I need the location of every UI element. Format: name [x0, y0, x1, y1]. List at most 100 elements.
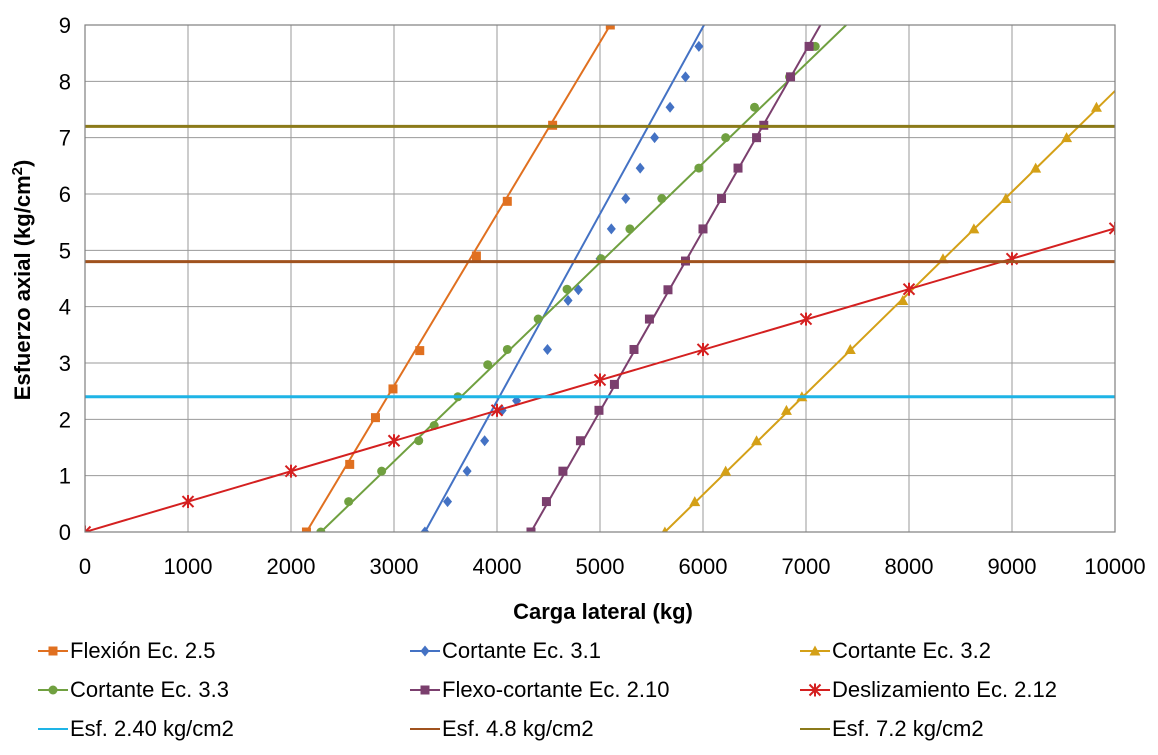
data-point	[751, 435, 763, 446]
x-tick-label: 0	[79, 554, 91, 579]
data-point	[388, 384, 398, 394]
data-point	[558, 466, 568, 476]
legend-item: Esf. 2.40 kg/cm2	[38, 716, 234, 741]
legend-item: Deslizamiento Ec. 2.12	[800, 677, 1057, 702]
x-tick-label: 7000	[782, 554, 831, 579]
y-tick-label: 6	[59, 182, 71, 207]
y-tick-label: 1	[59, 464, 71, 489]
legend-marker	[48, 685, 58, 695]
data-point	[344, 497, 354, 507]
data-point	[844, 343, 856, 354]
data-point	[1108, 221, 1115, 235]
data-point	[606, 223, 616, 235]
series-line	[530, 25, 822, 532]
x-tick-label: 3000	[370, 554, 419, 579]
y-tick-label: 2	[59, 407, 71, 432]
legend-item: Flexo-cortante Ec. 2.10	[410, 677, 669, 702]
data-point	[650, 132, 660, 144]
legend-item: Cortante Ec. 3.1	[410, 638, 601, 663]
data-point	[483, 360, 493, 370]
data-point	[562, 284, 572, 294]
legend-marker	[420, 645, 430, 657]
legend-label: Esf. 7.2 kg/cm2	[832, 716, 984, 741]
legend-label: Cortante Ec. 3.3	[70, 677, 229, 702]
series-1	[301, 25, 615, 532]
legend: Flexión Ec. 2.5 Cortante Ec. 3.1 Cortante …	[38, 638, 1057, 741]
legend-label: Esf. 4.8 kg/cm2	[442, 716, 594, 741]
x-tick-label: 9000	[988, 554, 1037, 579]
data-point	[605, 25, 615, 30]
data-point	[502, 196, 512, 206]
y-tick-label: 8	[59, 69, 71, 94]
series-line	[424, 25, 705, 532]
data-point	[968, 223, 980, 234]
data-point	[1000, 193, 1012, 204]
legend-label: Flexión Ec. 2.5	[70, 638, 216, 663]
grid	[84, 24, 1116, 533]
series-4	[316, 25, 847, 532]
data-point	[443, 496, 453, 508]
x-tick-label: 8000	[885, 554, 934, 579]
x-tick-labels: 0 1000 2000 3000 4000 5000 6000 7000 8000 9000 100…	[79, 554, 1146, 579]
data-point	[414, 436, 424, 446]
data-point	[657, 194, 667, 204]
y-axis-title-end: )	[10, 160, 35, 167]
data-point	[415, 346, 425, 356]
data-point	[694, 40, 704, 52]
legend-label: Cortante Ec. 3.1	[442, 638, 601, 663]
data-point	[752, 133, 762, 143]
data-point	[750, 102, 759, 112]
series-line	[305, 25, 612, 532]
data-point	[541, 497, 551, 507]
y-axis-title-main: Esfuerzo axial (kg/cm	[10, 175, 35, 400]
data-point	[717, 194, 727, 204]
series-line	[320, 25, 847, 532]
data-point	[387, 434, 401, 448]
data-point	[301, 527, 311, 532]
data-point	[370, 413, 380, 423]
data-point	[721, 133, 731, 143]
legend-item: Cortante Ec. 3.3	[38, 677, 229, 702]
data-point	[663, 285, 673, 295]
y-tick-label: 0	[59, 520, 71, 545]
legend-label: Deslizamiento Ec. 2.12	[832, 677, 1057, 702]
data-point	[621, 193, 631, 205]
data-point	[786, 72, 796, 82]
data-point	[533, 314, 543, 324]
series-2	[420, 25, 705, 532]
data-point	[462, 465, 472, 477]
data-point	[644, 314, 654, 324]
y-tick-label: 5	[59, 238, 71, 263]
data-point	[377, 466, 387, 476]
data-point	[1061, 132, 1073, 143]
data-point	[316, 527, 326, 532]
data-point	[471, 251, 481, 261]
data-point	[1030, 162, 1042, 173]
legend-label: Cortante Ec. 3.2	[832, 638, 991, 663]
legend-item: Cortante Ec. 3.2	[800, 638, 991, 663]
data-point	[609, 379, 619, 389]
data-point	[345, 459, 355, 469]
series-6	[85, 221, 1115, 532]
series-layer	[85, 25, 1115, 532]
data-point	[181, 495, 195, 509]
y-tick-label: 4	[59, 295, 71, 320]
y-tick-labels: 0 1 2 3 4 5 6 7 8 9	[59, 13, 71, 545]
x-tick-label: 6000	[679, 554, 728, 579]
data-point	[689, 496, 701, 507]
data-point	[563, 294, 573, 306]
data-point	[661, 526, 668, 532]
y-tick-label: 3	[59, 351, 71, 376]
data-point	[804, 41, 814, 51]
series-line	[664, 90, 1115, 532]
legend-marker	[808, 683, 822, 697]
data-point	[542, 343, 552, 355]
data-point	[85, 525, 92, 532]
data-point	[594, 405, 604, 415]
data-point	[625, 224, 635, 234]
data-point	[635, 162, 645, 174]
legend-label: Flexo-cortante Ec. 2.10	[442, 677, 669, 702]
x-tick-label: 4000	[473, 554, 522, 579]
data-point	[696, 342, 710, 356]
